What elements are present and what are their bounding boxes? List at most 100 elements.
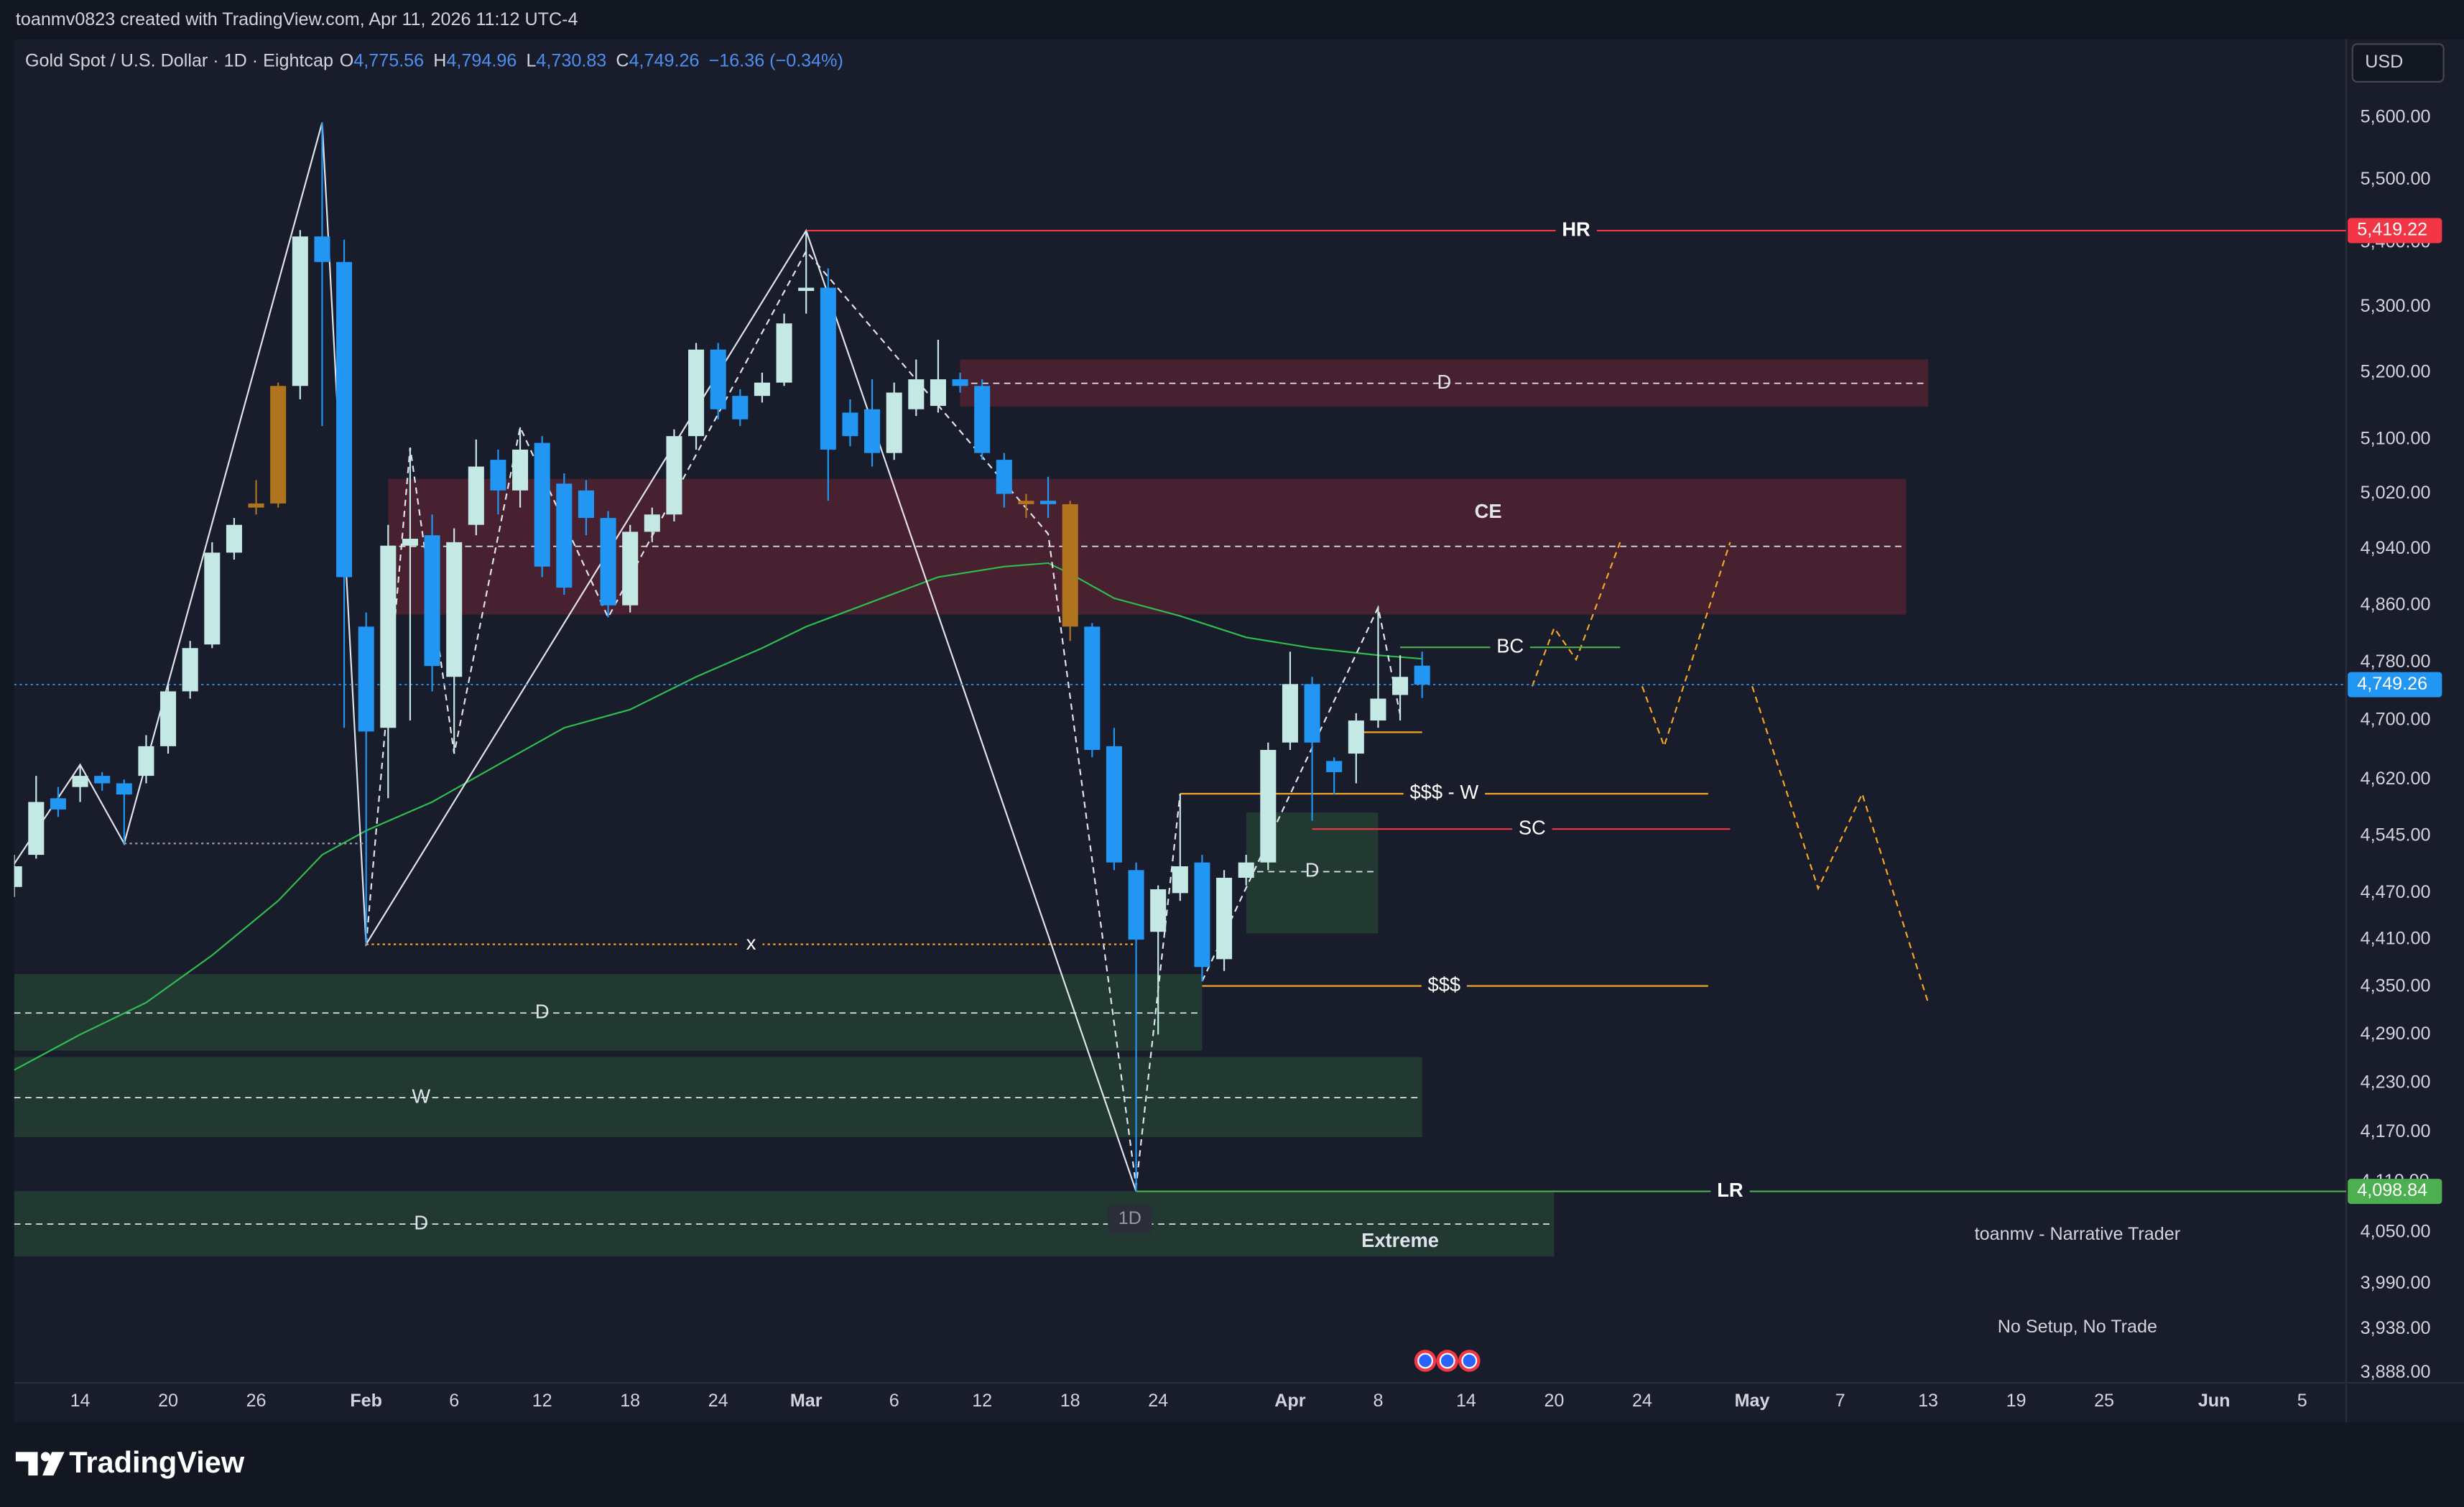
drawing-path <box>1751 686 1930 1003</box>
price-tag <box>2348 1179 2442 1205</box>
legend-change: −16.36 (−0.34%) <box>709 50 843 70</box>
candle-body <box>666 436 682 515</box>
candle-body <box>842 412 858 437</box>
logo-mark <box>42 1452 65 1476</box>
candle-body <box>446 542 463 677</box>
candle-body <box>358 626 374 732</box>
legend-key: O <box>340 50 354 70</box>
x-tick-label: 25 <box>2094 1391 2114 1411</box>
zone-label: D <box>1437 371 1451 393</box>
candle-body <box>248 503 264 508</box>
candle-body <box>886 392 902 453</box>
candle-body <box>314 236 330 262</box>
note: toanmv - Narrative Trader <box>1975 1224 2180 1244</box>
price-tag-label: 4,749.26 <box>2357 674 2427 694</box>
y-tick-label: 4,860.00 <box>2361 594 2431 614</box>
candle-body <box>1304 684 1320 743</box>
note: No Setup, No Trade <box>1998 1317 2157 1337</box>
y-tick-label: 5,200.00 <box>2361 361 2431 381</box>
level-label-bg <box>740 931 763 954</box>
x-tick-label: 5 <box>2297 1391 2307 1411</box>
candle-body <box>1128 870 1144 940</box>
candle-body <box>182 648 198 692</box>
legend-key: C <box>616 50 629 70</box>
zone-label: CE <box>1475 500 1502 522</box>
x-tick-label: Mar <box>790 1391 823 1411</box>
x-tick-label: Feb <box>350 1391 382 1411</box>
y-tick-label: 4,780.00 <box>2361 652 2431 672</box>
x-tick-label: 20 <box>1544 1391 1564 1411</box>
y-tick-label: 4,410.00 <box>2361 929 2431 949</box>
logo-mark <box>15 1452 38 1476</box>
timeframe-label: 1D <box>1118 1208 1141 1228</box>
y-tick-label: 4,290.00 <box>2361 1024 2431 1044</box>
x-tick-label: 14 <box>1456 1391 1476 1411</box>
candle-body <box>930 379 946 407</box>
candle-body <box>1348 720 1364 754</box>
level-label: HR <box>1562 218 1590 240</box>
candle-body <box>776 323 792 383</box>
zone-label: D <box>414 1211 428 1233</box>
y-tick-label: 5,500.00 <box>2361 169 2431 189</box>
candle-body <box>94 776 111 784</box>
candle-body <box>1414 665 1430 685</box>
level-label-bg <box>1403 781 1486 804</box>
moving-average <box>14 562 1422 1071</box>
zone: D <box>960 359 1929 407</box>
x-tick-label: 20 <box>158 1391 178 1411</box>
price-tag-label: 4,098.84 <box>2357 1180 2427 1200</box>
legend-value: 4,749.26 <box>629 50 700 70</box>
y-tick-label: 5,300.00 <box>2361 296 2431 316</box>
zone: D Extreme <box>14 1191 1555 1257</box>
currency-button[interactable] <box>2351 43 2445 83</box>
candle-body <box>1084 626 1101 750</box>
legend-value: 4,794.96 <box>446 50 517 70</box>
candle-body <box>402 538 418 546</box>
zone: CE <box>388 478 1907 615</box>
y-tick-label: 4,350.00 <box>2361 975 2431 996</box>
axes: 5,600.005,500.005,400.005,300.005,200.00… <box>70 107 2431 1411</box>
candle-body <box>1216 877 1233 960</box>
timeframe-badge <box>1108 1205 1152 1234</box>
y-tick-label: 4,170.00 <box>2361 1121 2431 1141</box>
level-label-bg <box>1555 218 1597 241</box>
currency-label[interactable]: USD <box>2365 52 2403 72</box>
price-tag-label: 5,419.22 <box>2357 220 2427 240</box>
candle-body <box>754 382 770 397</box>
x-tick-label: 6 <box>889 1391 899 1411</box>
candle-body <box>798 287 815 292</box>
y-tick-label: 5,600.00 <box>2361 107 2431 127</box>
logo-mark <box>40 1452 50 1462</box>
zone: W <box>14 1057 1422 1138</box>
x-tick-label: 12 <box>972 1391 992 1411</box>
level-label: SC <box>1519 816 1546 838</box>
candle-body <box>116 783 132 795</box>
candle-body <box>864 409 881 453</box>
drawing-path <box>1531 542 1621 687</box>
flag-icon <box>1439 1353 1455 1369</box>
candle-body <box>270 386 287 504</box>
price-tag <box>2348 672 2442 697</box>
brand-logo <box>15 1452 65 1476</box>
candle-body <box>204 552 221 645</box>
candle-body <box>424 535 440 667</box>
candle-body <box>820 287 836 450</box>
legend-value: 4,775.56 <box>353 50 424 70</box>
zone-label: Extreme <box>1361 1229 1439 1251</box>
legend: Gold Spot / U.S. Dollar · 1D · Eightcap O… <box>25 50 843 70</box>
candle-body <box>14 866 22 887</box>
legend-key: H <box>433 50 446 70</box>
x-tick-label: Jun <box>2198 1391 2231 1411</box>
level-label: LR <box>1717 1179 1743 1201</box>
candle-body <box>490 460 506 491</box>
legend-title: Gold Spot / U.S. Dollar · 1D · Eightcap <box>25 50 333 70</box>
candle-body <box>1194 862 1210 968</box>
x-tick-label: 7 <box>1835 1391 1845 1411</box>
brand: TradingView <box>69 1445 245 1479</box>
level-label: x <box>746 932 756 954</box>
x-tick-label: 18 <box>1060 1391 1080 1411</box>
level-label: $$$ - W <box>1409 781 1478 803</box>
y-tick-label: 4,050.00 <box>2361 1222 2431 1242</box>
candle-body <box>644 514 660 532</box>
